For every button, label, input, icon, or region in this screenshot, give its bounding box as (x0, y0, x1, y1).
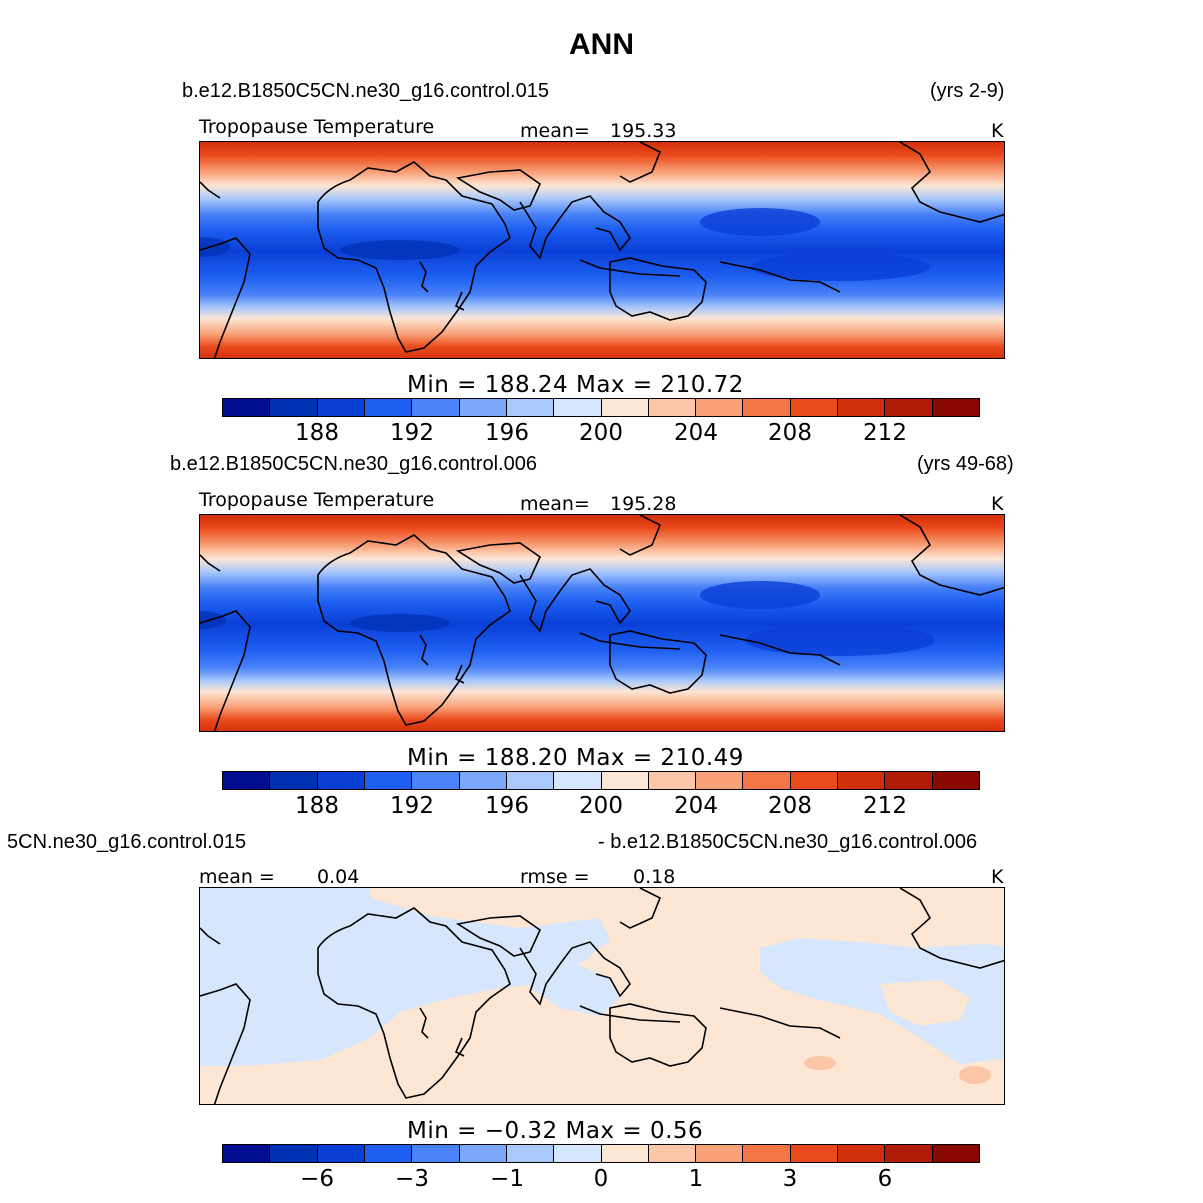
colorbar-box (364, 772, 413, 789)
colorbar-box (459, 399, 507, 416)
colorbar-box (932, 772, 979, 789)
panel2-units: K (991, 493, 1004, 515)
colorbar-box (743, 399, 791, 416)
colorbar-box (270, 1145, 318, 1162)
panel3-case-right: - b.e12.B1850C5CN.ne30_g16.control.006 (598, 831, 978, 853)
colorbar-box (838, 772, 886, 789)
panel2-years: (yrs 49-68) (917, 453, 1014, 475)
colorbar-box (223, 772, 271, 789)
panel1-units: K (991, 120, 1004, 142)
panel2-tick: 188 (295, 793, 339, 819)
panel1-tick: 204 (674, 420, 718, 446)
colorbar-box (696, 772, 744, 789)
panel1-tick: 196 (485, 420, 529, 446)
colorbar-box (838, 399, 886, 416)
panel1-variable: Tropopause Temperature (199, 116, 435, 138)
colorbar-box (885, 1145, 933, 1162)
figure-title: ANN (569, 28, 634, 61)
panel1-years: (yrs 2-9) (930, 80, 1005, 102)
panel2-tick: 200 (579, 793, 623, 819)
colorbar-box (364, 1145, 413, 1162)
colorbar-box (459, 772, 507, 789)
panel3-rmse-value: 0.18 (633, 866, 676, 888)
panel3-case-left: 5CN.ne30_g16.control.015 (7, 831, 247, 853)
panel3-tick: 6 (877, 1166, 893, 1192)
colorbar-box (223, 399, 271, 416)
panel2-colorbar (222, 771, 980, 790)
colorbar-box (317, 772, 365, 789)
colorbar-box (412, 1145, 460, 1162)
colorbar-box (743, 1145, 791, 1162)
colorbar-box (790, 399, 839, 416)
panel2-map (199, 514, 1005, 732)
colorbar-box (554, 1145, 602, 1162)
panel3-mean-value: 0.04 (317, 866, 360, 888)
panel3-mean-label: mean = (199, 866, 275, 888)
colorbar-box (601, 399, 649, 416)
colorbar-box (648, 399, 697, 416)
panel3-tick: −6 (300, 1166, 334, 1192)
panel1-colorbar (222, 398, 980, 417)
colorbar-box (364, 399, 413, 416)
colorbar-box (554, 772, 602, 789)
colorbar-box (838, 1145, 886, 1162)
colorbar-box (696, 1145, 744, 1162)
panel2-tick: 212 (863, 793, 907, 819)
colorbar-box (317, 399, 365, 416)
panel3-tick: 0 (593, 1166, 609, 1192)
colorbar-box (696, 399, 744, 416)
colorbar-box (412, 399, 460, 416)
panel1-tick: 208 (768, 420, 812, 446)
colorbar-box (412, 772, 460, 789)
panel1-tick: 200 (579, 420, 623, 446)
panel3-rmse-label: rmse = (520, 866, 590, 888)
panel3-min-max: Min = −0.32 Max = 0.56 (407, 1118, 704, 1144)
colorbar-box (506, 399, 555, 416)
colorbar-box (270, 399, 318, 416)
panel1-tick: 192 (390, 420, 434, 446)
panel3-colorbar (222, 1144, 980, 1163)
colorbar-box (601, 1145, 649, 1162)
panel2-tick: 208 (768, 793, 812, 819)
panel2-tick: 192 (390, 793, 434, 819)
colorbar-box (932, 399, 979, 416)
colorbar-box (790, 1145, 839, 1162)
panel2-mean-label: mean= (520, 493, 590, 515)
colorbar-box (459, 1145, 507, 1162)
panel3-units: K (991, 866, 1004, 888)
colorbar-box (270, 772, 318, 789)
panel3-tick: 3 (782, 1166, 798, 1192)
colorbar-box (790, 772, 839, 789)
colorbar-box (223, 1145, 271, 1162)
colorbar-box (601, 772, 649, 789)
colorbar-box (743, 772, 791, 789)
colorbar-box (648, 772, 697, 789)
colorbar-box (885, 772, 933, 789)
colorbar-box (506, 1145, 555, 1162)
panel2-case-name: b.e12.B1850C5CN.ne30_g16.control.006 (170, 453, 537, 475)
panel1-tick: 212 (863, 420, 907, 446)
panel3-tick: −1 (490, 1166, 524, 1192)
panel1-tick: 188 (295, 420, 339, 446)
panel1-mean-value: 195.33 (610, 120, 677, 142)
panel3-tick: 1 (688, 1166, 704, 1192)
panel1-mean-label: mean= (520, 120, 590, 142)
panel3-tick: −3 (395, 1166, 429, 1192)
panel2-variable: Tropopause Temperature (199, 489, 435, 511)
panel1-min-max: Min = 188.24 Max = 210.72 (407, 372, 744, 398)
colorbar-box (648, 1145, 697, 1162)
colorbar-box (506, 772, 555, 789)
panel3-map (199, 887, 1005, 1105)
panel2-mean-value: 195.28 (610, 493, 677, 515)
panel2-tick: 196 (485, 793, 529, 819)
colorbar-box (554, 399, 602, 416)
panel2-min-max: Min = 188.20 Max = 210.49 (407, 745, 744, 771)
colorbar-box (317, 1145, 365, 1162)
colorbar-box (932, 1145, 979, 1162)
colorbar-box (885, 399, 933, 416)
panel1-map (199, 141, 1005, 359)
panel2-tick: 204 (674, 793, 718, 819)
panel1-case-name: b.e12.B1850C5CN.ne30_g16.control.015 (182, 80, 549, 102)
